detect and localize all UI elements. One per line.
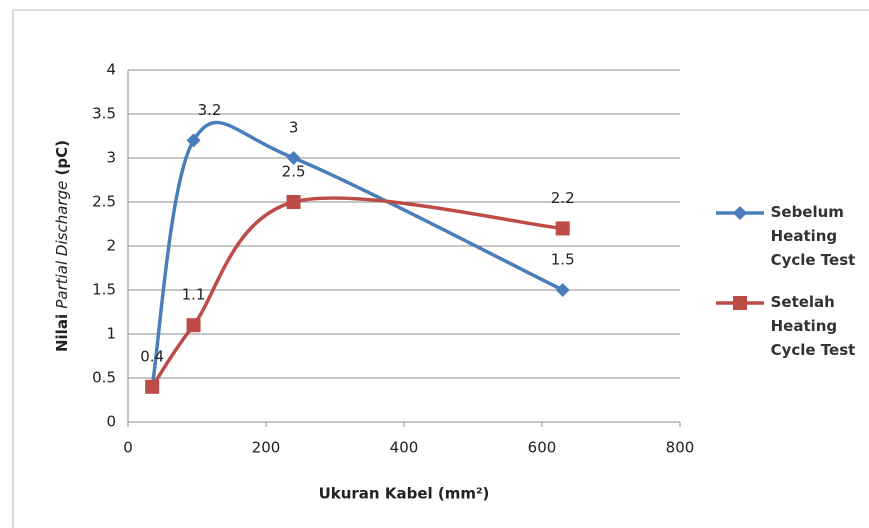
y-tick-label: 0.5 xyxy=(92,369,116,387)
data-label: 0.4 xyxy=(140,347,164,365)
legend-label: Sebelum Heating Cycle Test xyxy=(771,200,864,272)
y-tick-label: 2.5 xyxy=(92,193,116,211)
marker xyxy=(187,318,201,332)
data-label: 3 xyxy=(289,119,299,137)
data-label: 2.2 xyxy=(551,189,575,207)
data-label: 2.5 xyxy=(282,163,306,181)
data-label: 1.1 xyxy=(182,286,206,304)
y-axis-title-part: Nilai xyxy=(53,314,71,352)
marker xyxy=(733,206,747,220)
x-tick-label: 0 xyxy=(123,439,133,457)
x-tick-label: 800 xyxy=(666,439,695,457)
y-tick-label: 0 xyxy=(106,413,116,431)
x-tick-label: 400 xyxy=(390,439,419,457)
y-axis-title-part: (pC) xyxy=(53,140,71,175)
marker xyxy=(287,195,301,209)
legend-entry: Sebelum Heating Cycle Test xyxy=(714,200,864,272)
y-tick-label: 4 xyxy=(106,61,116,79)
y-tick-label: 1 xyxy=(106,325,116,343)
x-tick-label: 200 xyxy=(252,439,281,457)
marker xyxy=(145,380,159,394)
legend-entry: Setelah Heating Cycle Test xyxy=(714,290,864,362)
y-axis-title-part: Partial Discharge xyxy=(53,181,71,309)
legend-label: Setelah Heating Cycle Test xyxy=(771,290,864,362)
series-line xyxy=(152,198,563,387)
y-axis-title: Nilai Partial Discharge (pC) xyxy=(53,140,71,352)
marker xyxy=(733,296,747,310)
data-label: 3.2 xyxy=(198,101,222,119)
marker xyxy=(556,283,570,297)
y-tick-label: 3 xyxy=(106,149,116,167)
legend-swatch xyxy=(714,200,765,226)
data-label: 1.5 xyxy=(551,251,575,269)
y-tick-label: 2 xyxy=(106,237,116,255)
y-tick-label: 3.5 xyxy=(92,105,116,123)
x-tick-label: 600 xyxy=(528,439,557,457)
series-line xyxy=(152,122,563,386)
legend-swatch xyxy=(714,290,765,316)
marker xyxy=(556,221,570,235)
x-axis-title: Ukuran Kabel (mm²) xyxy=(319,485,490,503)
page: Nilai Partial Discharge (pC) Ukuran Kabe… xyxy=(0,0,869,528)
y-tick-label: 1.5 xyxy=(92,281,116,299)
